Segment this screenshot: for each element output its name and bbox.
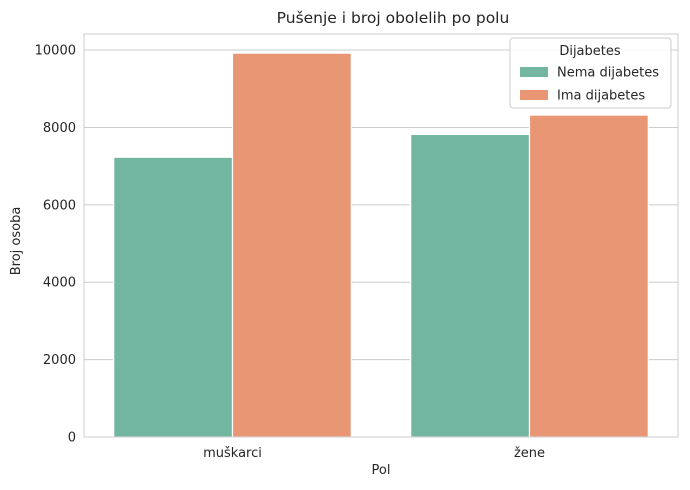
legend-label: Ima dijabetes: [557, 89, 645, 104]
y-tick-label: 2000: [43, 353, 76, 368]
plot-area: 0 2000 4000 6000 8000 10000 muškarci žene: [35, 33, 679, 461]
bar-no-diabetes: [113, 156, 234, 438]
legend-swatch: [520, 90, 548, 100]
legend-title: Dijabetes: [559, 44, 621, 59]
y-tick-label: 8000: [43, 121, 76, 136]
x-axis-label: Pol: [372, 463, 391, 478]
plot-frame: [83, 33, 679, 438]
y-tick-label: 6000: [43, 198, 76, 213]
legend-swatch: [520, 67, 548, 77]
y-tick-label: 4000: [43, 276, 76, 291]
x-tick-label: žene: [514, 446, 545, 461]
legend: Dijabetes Nema dijabetes Ima dijabetes: [509, 37, 672, 109]
legend-box: [509, 37, 672, 109]
y-axis-label: Broj osoba: [9, 207, 24, 276]
y-tick-label: 10000: [35, 44, 76, 59]
y-tick-label: 0: [68, 431, 76, 446]
bar-has-diabetes: [528, 114, 649, 438]
bar-has-diabetes: [231, 52, 352, 438]
bar-no-diabetes: [410, 133, 531, 438]
chart-title: Pušenje i broj obolelih po polu: [277, 9, 510, 27]
x-tick-label: muškarci: [203, 446, 262, 461]
legend-label: Nema dijabetes: [557, 66, 659, 81]
